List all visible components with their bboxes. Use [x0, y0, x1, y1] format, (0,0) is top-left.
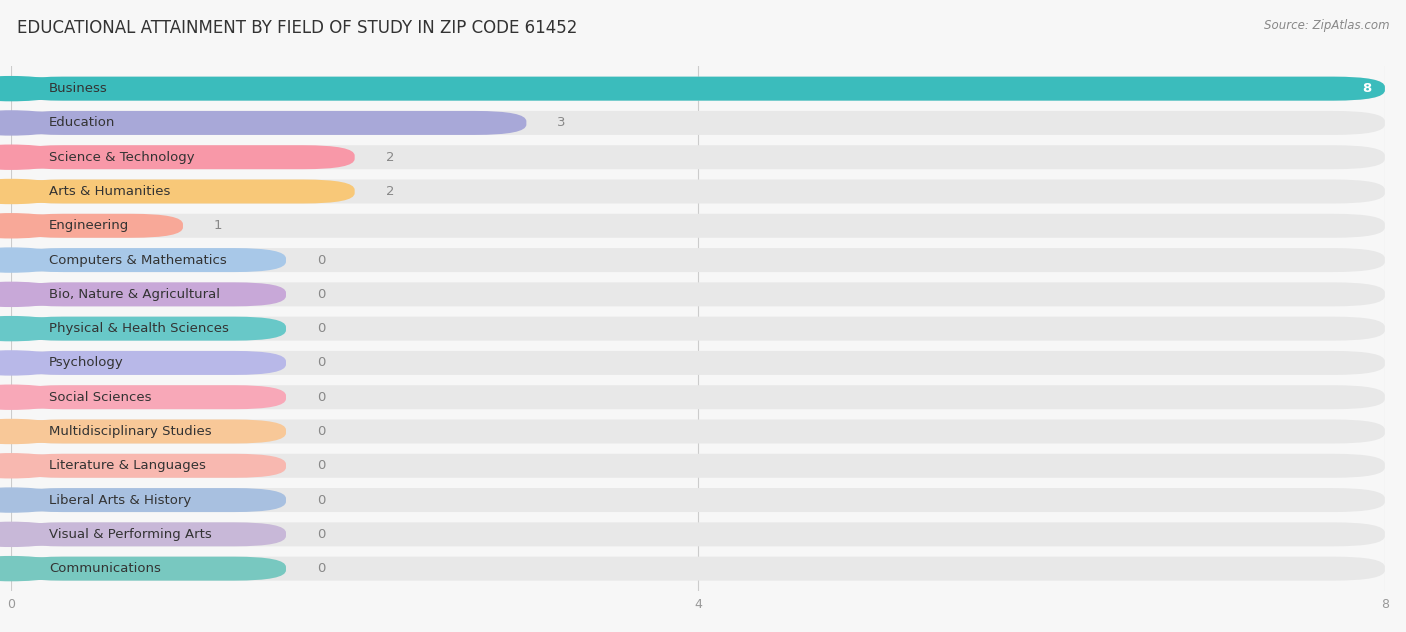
- Text: Physical & Health Sciences: Physical & Health Sciences: [49, 322, 229, 335]
- FancyBboxPatch shape: [11, 248, 1385, 272]
- FancyBboxPatch shape: [11, 317, 285, 341]
- Circle shape: [0, 420, 72, 444]
- Text: Science & Technology: Science & Technology: [49, 150, 194, 164]
- Circle shape: [0, 111, 72, 135]
- Text: Education: Education: [49, 116, 115, 130]
- Text: Source: ZipAtlas.com: Source: ZipAtlas.com: [1264, 19, 1389, 32]
- Text: Communications: Communications: [49, 562, 160, 575]
- FancyBboxPatch shape: [11, 76, 1385, 100]
- FancyBboxPatch shape: [11, 454, 1385, 478]
- Circle shape: [0, 557, 72, 581]
- Text: 0: 0: [316, 288, 325, 301]
- Circle shape: [0, 454, 72, 478]
- Text: 0: 0: [316, 253, 325, 267]
- Text: 0: 0: [316, 459, 325, 472]
- FancyBboxPatch shape: [11, 420, 285, 444]
- FancyBboxPatch shape: [11, 351, 285, 375]
- FancyBboxPatch shape: [11, 179, 354, 204]
- FancyBboxPatch shape: [11, 76, 1385, 100]
- Text: Arts & Humanities: Arts & Humanities: [49, 185, 170, 198]
- Circle shape: [0, 76, 72, 100]
- Circle shape: [0, 523, 72, 546]
- Text: 0: 0: [316, 425, 325, 438]
- Circle shape: [0, 351, 72, 375]
- Text: 0: 0: [316, 322, 325, 335]
- Text: Engineering: Engineering: [49, 219, 129, 233]
- FancyBboxPatch shape: [11, 283, 1385, 307]
- FancyBboxPatch shape: [11, 145, 354, 169]
- FancyBboxPatch shape: [11, 179, 1385, 204]
- FancyBboxPatch shape: [11, 488, 285, 512]
- Circle shape: [0, 248, 72, 272]
- Text: 3: 3: [557, 116, 565, 130]
- FancyBboxPatch shape: [11, 523, 1385, 546]
- Text: 0: 0: [316, 494, 325, 507]
- Text: Psychology: Psychology: [49, 356, 124, 370]
- FancyBboxPatch shape: [11, 111, 526, 135]
- FancyBboxPatch shape: [11, 283, 285, 307]
- Text: Literature & Languages: Literature & Languages: [49, 459, 205, 472]
- FancyBboxPatch shape: [11, 386, 1385, 409]
- FancyBboxPatch shape: [11, 248, 285, 272]
- FancyBboxPatch shape: [11, 386, 285, 409]
- Circle shape: [0, 317, 72, 341]
- Text: 0: 0: [316, 356, 325, 370]
- Text: Computers & Mathematics: Computers & Mathematics: [49, 253, 226, 267]
- Text: Bio, Nature & Agricultural: Bio, Nature & Agricultural: [49, 288, 219, 301]
- Circle shape: [0, 283, 72, 307]
- FancyBboxPatch shape: [11, 523, 285, 546]
- FancyBboxPatch shape: [11, 454, 285, 478]
- FancyBboxPatch shape: [11, 420, 1385, 444]
- FancyBboxPatch shape: [11, 557, 1385, 581]
- Circle shape: [0, 145, 72, 169]
- Text: Liberal Arts & History: Liberal Arts & History: [49, 494, 191, 507]
- Text: 0: 0: [316, 391, 325, 404]
- Text: Visual & Performing Arts: Visual & Performing Arts: [49, 528, 212, 541]
- FancyBboxPatch shape: [11, 317, 1385, 341]
- Circle shape: [0, 214, 72, 238]
- Circle shape: [0, 386, 72, 409]
- Text: 0: 0: [316, 528, 325, 541]
- FancyBboxPatch shape: [11, 214, 183, 238]
- FancyBboxPatch shape: [11, 145, 1385, 169]
- FancyBboxPatch shape: [11, 488, 1385, 512]
- Circle shape: [0, 488, 72, 512]
- Text: 2: 2: [385, 185, 394, 198]
- Text: 0: 0: [316, 562, 325, 575]
- FancyBboxPatch shape: [11, 351, 1385, 375]
- FancyBboxPatch shape: [11, 557, 285, 581]
- Text: EDUCATIONAL ATTAINMENT BY FIELD OF STUDY IN ZIP CODE 61452: EDUCATIONAL ATTAINMENT BY FIELD OF STUDY…: [17, 19, 578, 37]
- Text: 1: 1: [214, 219, 222, 233]
- FancyBboxPatch shape: [11, 111, 1385, 135]
- Text: 2: 2: [385, 150, 394, 164]
- Text: Multidisciplinary Studies: Multidisciplinary Studies: [49, 425, 212, 438]
- Text: Business: Business: [49, 82, 108, 95]
- FancyBboxPatch shape: [11, 214, 1385, 238]
- Circle shape: [0, 179, 72, 204]
- Text: Social Sciences: Social Sciences: [49, 391, 152, 404]
- Text: 8: 8: [1362, 82, 1371, 95]
